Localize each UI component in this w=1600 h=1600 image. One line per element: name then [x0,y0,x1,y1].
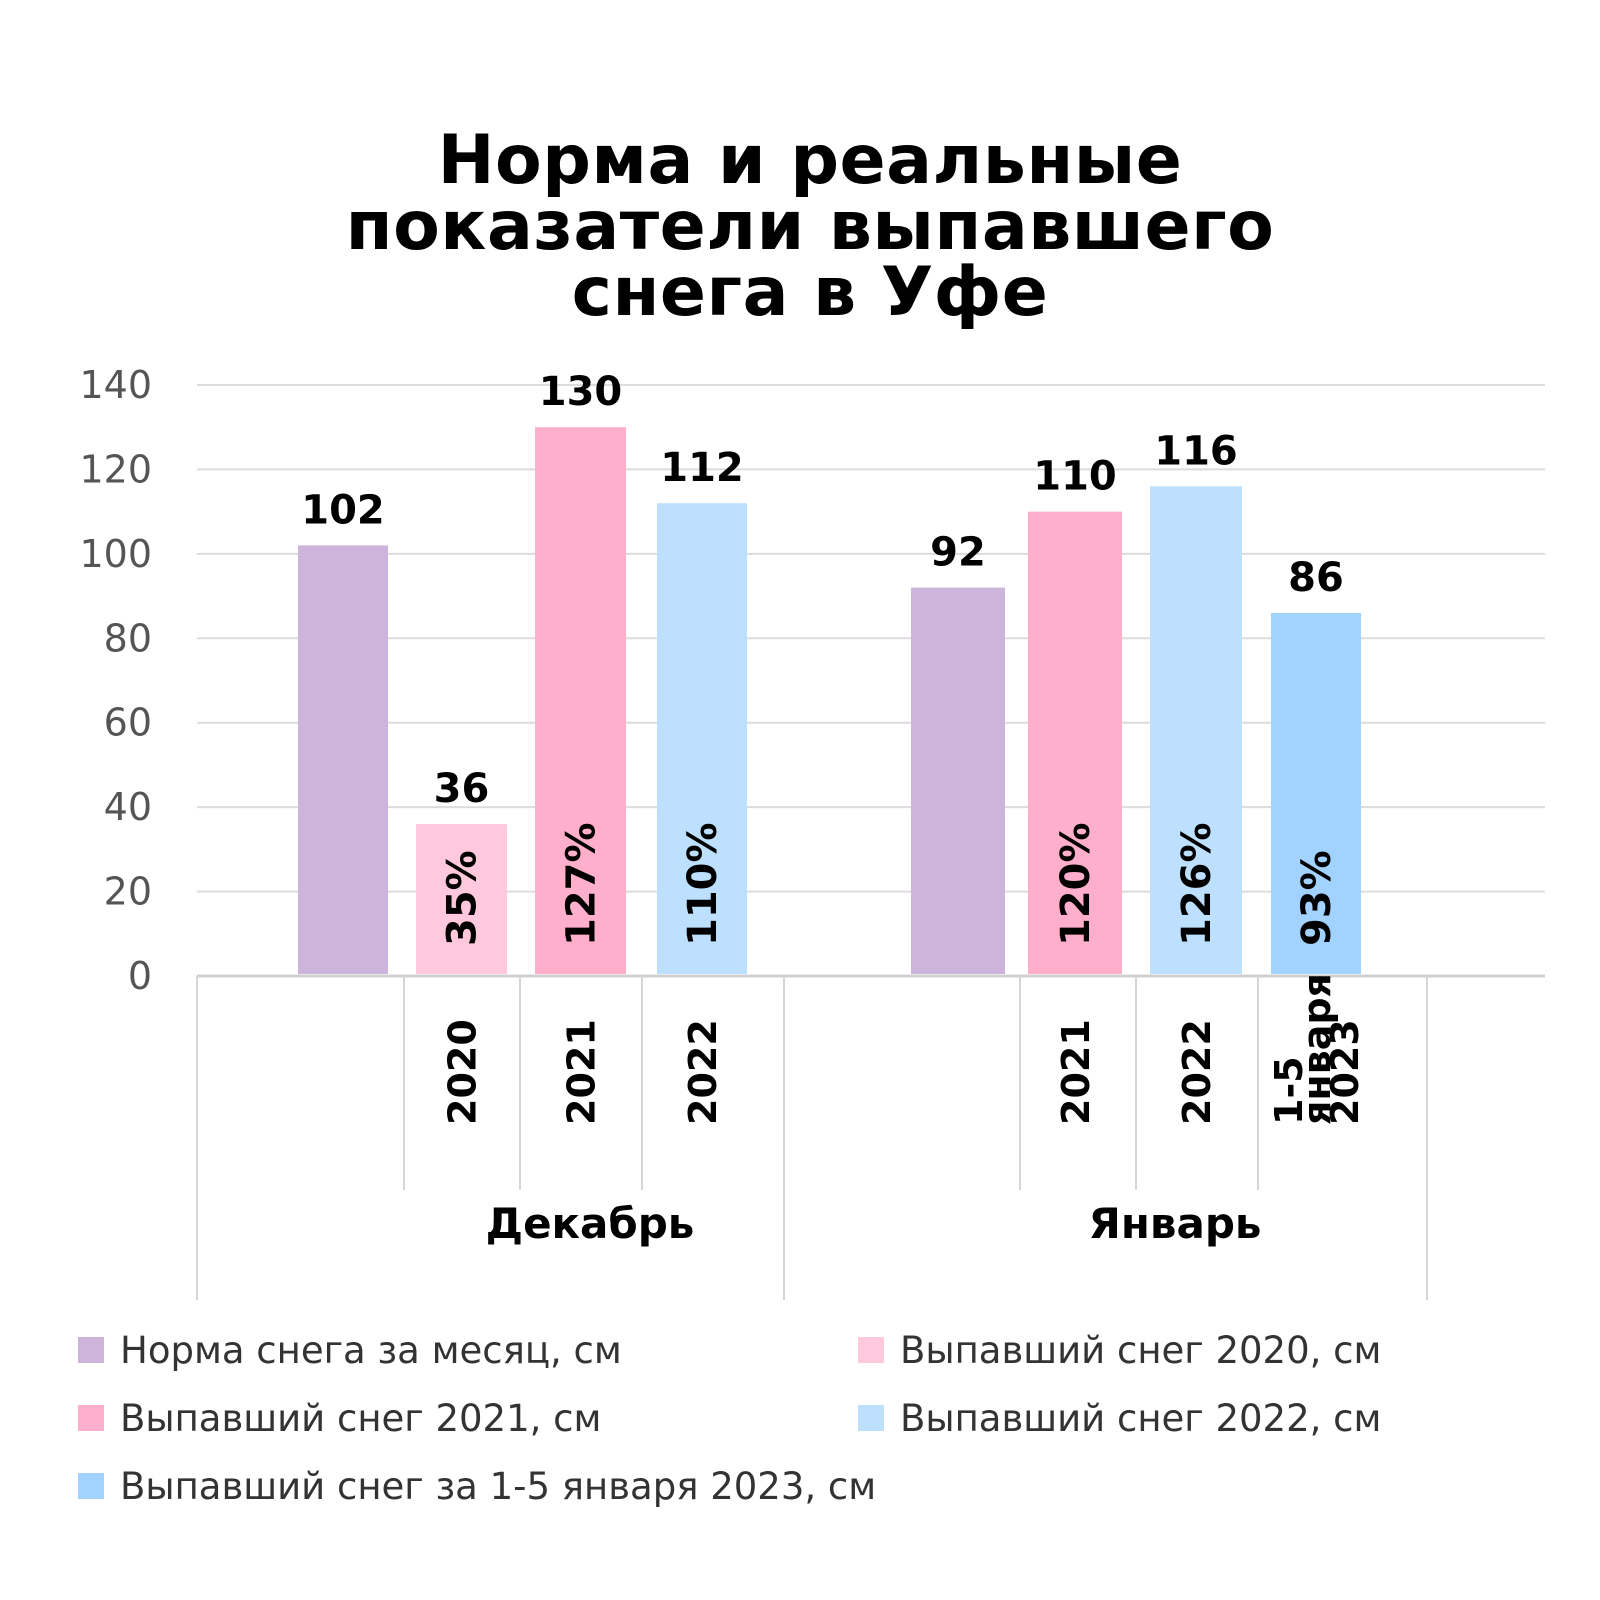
percent-label: 110% [680,822,726,946]
x-tick-label: 2022 [1175,1019,1219,1125]
legend-swatch [78,1337,104,1363]
bar [416,824,507,974]
group-label: Декабрь [486,1199,695,1248]
legend-item: Выпавший снег 2020, см [858,1328,1558,1372]
chart-title-line-2: показатели выпавшего [345,187,1275,266]
x-tick-label: 1-5 [1267,1056,1311,1125]
chart-title-line-3: снега в Уфе [571,253,1049,332]
legend-swatch [858,1405,884,1431]
group-label: Январь [1089,1199,1262,1248]
percent-label: 126% [1174,822,1220,946]
bar [911,587,1005,974]
x-tick-label: 2022 [681,1019,725,1125]
data-label: 116 [1154,428,1238,474]
legend-swatch [78,1473,104,1499]
bar [298,545,388,974]
legend-item: Выпавший снег 2022, см [858,1396,1558,1440]
y-tick-label: 140 [79,363,152,407]
y-tick-label: 60 [104,701,152,745]
y-tick-label: 120 [79,447,152,491]
y-tick-label: 20 [104,870,152,914]
data-label: 86 [1288,555,1344,601]
legend-swatch [858,1337,884,1363]
legend-label: Выпавший снег 2020, см [900,1328,1382,1372]
chart-legend: Норма снега за месяц, см Выпавший снег 20… [78,1328,1538,1508]
data-label: 130 [539,369,623,415]
legend-swatch [78,1405,104,1431]
percent-label: 35% [440,850,486,946]
y-tick-label: 80 [104,616,152,660]
data-label: 110 [1033,454,1117,500]
chart-title: Норма и реальные показатели выпавшего сн… [200,127,1420,327]
legend-label: Норма снега за месяц, см [120,1328,622,1372]
x-tick-label: 2021 [560,1019,604,1125]
bar [1271,612,1361,974]
legend-label: Выпавший снег за 1-5 января 2023, см [120,1464,877,1508]
data-label: 112 [660,445,744,491]
bar [535,427,626,974]
data-label: 102 [301,487,385,533]
bar [1150,486,1242,974]
y-tick-label: 40 [104,785,152,829]
percent-label: 93% [1294,850,1340,946]
data-label: 36 [434,766,490,812]
chart-title-line-1: Норма и реальные [437,121,1183,200]
legend-label: Выпавший снег 2021, см [120,1396,602,1440]
legend-label: Выпавший снег 2022, см [900,1396,1382,1440]
legend-item: Выпавший снег за 1-5 января 2023, см [78,1465,876,1508]
x-tick-label: января [1295,973,1339,1125]
x-tick-label: 2021 [1054,1019,1098,1125]
y-tick-label: 100 [79,532,152,576]
data-label: 92 [930,530,986,576]
percent-label: 120% [1053,822,1099,946]
legend-item: Выпавший снег 2021, см [78,1396,858,1440]
chart-plot: 0 20 40 60 80 100 120 140 102 36 35% 2020 130 127% 202… [79,363,1545,1300]
y-tick-label: 0 [128,954,152,998]
x-tick-label: 2020 [441,1019,485,1125]
legend-item: Норма снега за месяц, см [78,1328,858,1372]
bar [1028,511,1122,974]
bar [657,503,747,974]
percent-label: 127% [559,822,605,946]
x-tick-label: 2023 [1323,1019,1367,1125]
